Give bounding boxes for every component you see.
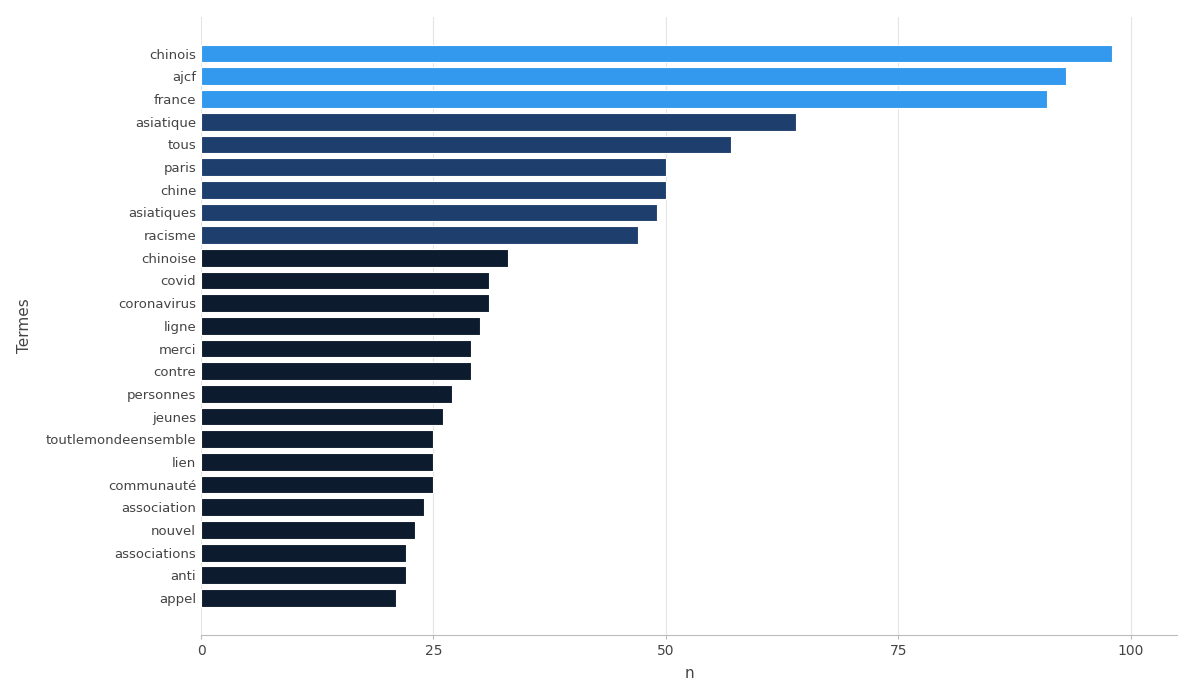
Bar <box>201 45 1113 62</box>
Bar <box>201 295 490 312</box>
Bar <box>201 226 638 244</box>
Bar <box>201 272 490 289</box>
Bar <box>201 498 424 516</box>
Bar <box>201 567 406 584</box>
Bar <box>201 362 470 380</box>
Bar <box>201 113 796 131</box>
Y-axis label: Termes: Termes <box>17 299 32 353</box>
Bar <box>201 158 666 176</box>
Bar <box>201 589 396 607</box>
Bar <box>201 68 1066 85</box>
Bar <box>201 476 433 493</box>
Bar <box>201 453 433 470</box>
Bar <box>201 385 453 403</box>
Bar <box>201 204 657 221</box>
Bar <box>201 135 731 153</box>
Bar <box>201 431 433 448</box>
Bar <box>201 340 470 357</box>
Bar <box>201 408 443 425</box>
Bar <box>201 249 507 267</box>
Bar <box>201 544 406 561</box>
X-axis label: n: n <box>684 667 694 681</box>
Bar <box>201 317 480 334</box>
Bar <box>201 181 666 198</box>
Bar <box>201 90 1047 107</box>
Bar <box>201 521 414 539</box>
